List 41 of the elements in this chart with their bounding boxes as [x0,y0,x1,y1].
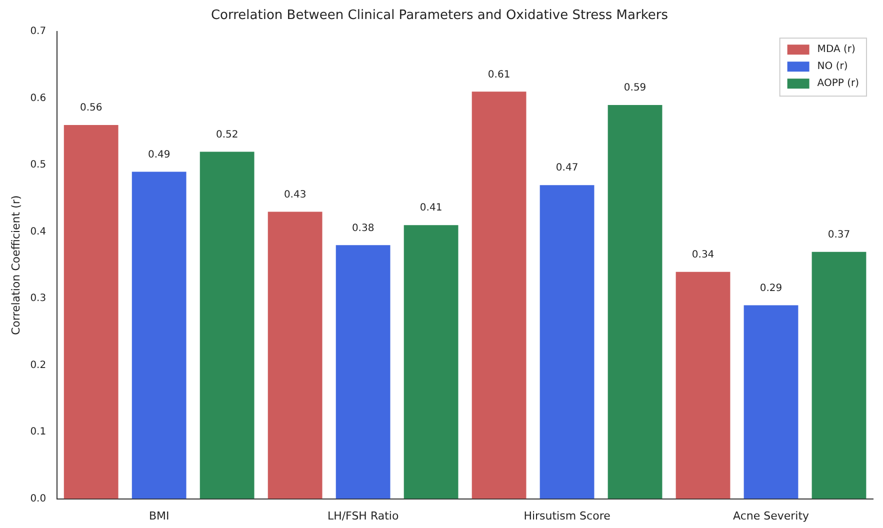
y-tick-label: 0.0 [30,493,46,504]
data-label: 0.43 [284,189,306,200]
bar [472,92,526,499]
x-tick-label: Hirsutism Score [524,509,611,522]
y-tick-label: 0.4 [30,226,46,238]
x-tick-label: BMI [148,509,170,522]
bar [200,152,254,499]
data-label: 0.59 [624,82,646,94]
bar [812,252,866,499]
chart-title: Correlation Between Clinical Parameters and Oxidative Stress Markers [210,8,668,24]
bar [540,185,594,499]
bar [676,272,730,499]
y-tick-label: 0.1 [30,426,46,438]
legend-label: AOPP (r) [817,78,860,90]
legend-label: MDA (r) [817,44,856,56]
data-label: 0.56 [80,102,102,114]
y-tick-label: 0.6 [30,92,46,104]
data-label: 0.41 [420,202,442,214]
data-label: 0.49 [148,149,170,160]
bar [404,225,458,499]
data-label: 0.29 [760,282,782,294]
data-label: 0.34 [692,249,714,260]
data-label: 0.52 [216,129,238,140]
x-tick-label: Acne Severity [732,509,810,522]
x-tick-label: LH/FSH Ratio [327,509,399,522]
bar [268,212,322,499]
data-label: 0.37 [828,229,850,240]
legend-label: NO (r) [817,61,848,72]
bar [744,305,798,499]
y-tick-label: 0.5 [30,160,46,171]
data-label: 0.61 [488,69,510,80]
y-tick-label: 0.7 [30,26,46,38]
bar [64,125,118,499]
y-axis-title: Correlation Coefficient (r) [9,195,22,336]
y-tick-label: 0.2 [30,360,46,371]
y-tick-label: 0.3 [30,293,46,304]
bar [608,105,662,499]
bar [336,245,390,499]
bar [132,172,186,499]
data-label: 0.38 [352,222,374,234]
data-label: 0.47 [556,162,578,174]
